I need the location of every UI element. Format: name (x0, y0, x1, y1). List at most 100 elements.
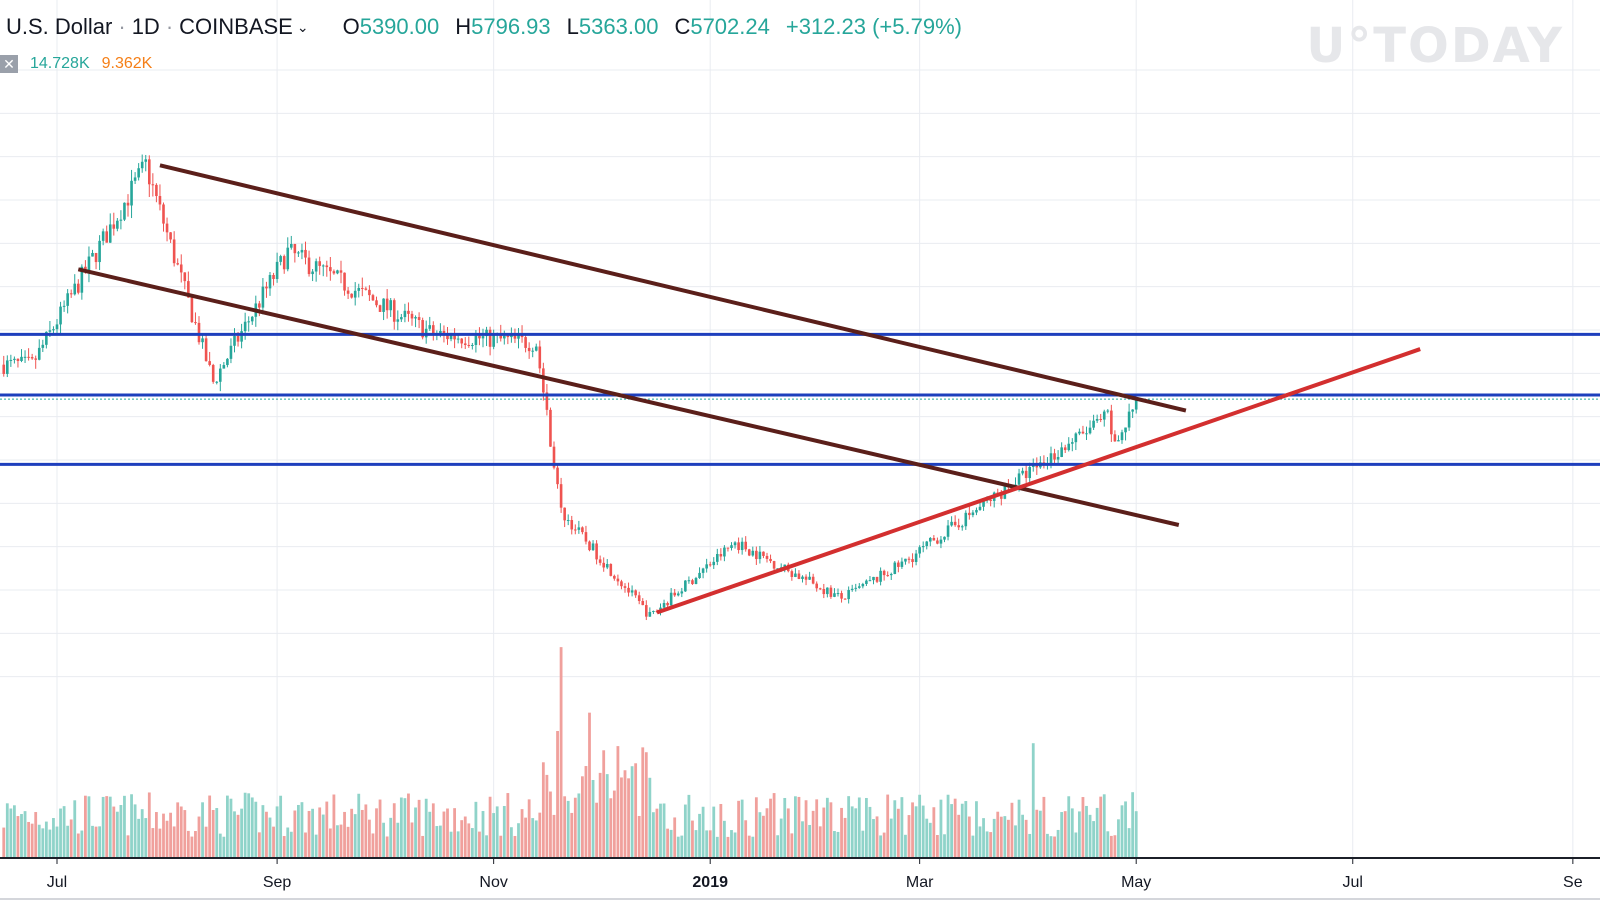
candle-body (737, 542, 740, 551)
candle-body (1117, 440, 1120, 442)
x-tick-label: Sep (263, 874, 292, 891)
volume-bar (59, 808, 62, 858)
volume-bar (953, 798, 957, 858)
trend-line-lower-channel (77, 267, 1180, 527)
candle-body (2, 364, 6, 374)
volume-bar (5, 803, 9, 858)
chevron-down-icon[interactable]: ⌄ (296, 18, 309, 35)
candle-body (872, 576, 875, 581)
candle-body (130, 180, 133, 206)
volume-bar (744, 820, 748, 858)
close-icon[interactable]: ✕ (0, 55, 18, 73)
candle-body (939, 539, 943, 544)
volume-bar (133, 804, 137, 858)
volume-bar (293, 810, 297, 858)
candle-body (1099, 418, 1102, 420)
volume-bar (339, 824, 343, 858)
volume-bar (570, 812, 574, 858)
candle-body (382, 298, 385, 312)
candle-body (1085, 433, 1088, 435)
volume-bar (428, 811, 432, 858)
volume-bar (254, 801, 258, 858)
candle-body (854, 587, 858, 589)
candle-body (133, 177, 137, 181)
candle-body (172, 239, 176, 264)
volume-bar (431, 803, 435, 858)
candle-body (243, 321, 247, 332)
candle-body (158, 196, 162, 205)
candle-body (946, 525, 950, 537)
volume-bar (950, 804, 953, 858)
candle-body (517, 334, 520, 339)
candle-body (123, 202, 126, 220)
volume-bar (229, 798, 233, 858)
candle-body (194, 322, 197, 324)
candle-body (1060, 447, 1063, 457)
candle-body (1110, 410, 1113, 435)
volume-bar (644, 752, 648, 858)
candle-body (20, 356, 23, 362)
volume-bar (854, 808, 858, 858)
candle-body (101, 231, 105, 241)
candle-body (652, 610, 655, 612)
volume-bar (989, 832, 993, 858)
exchange-label[interactable]: COINBASE (179, 14, 293, 39)
volume-bar (996, 811, 1000, 858)
volume-bar (478, 831, 481, 858)
candle-body (247, 321, 250, 323)
volume-bar (513, 835, 517, 858)
volume-bar (272, 826, 275, 858)
volume-bar (740, 799, 744, 858)
volume-bar (712, 806, 716, 858)
candle-body (293, 243, 297, 254)
candle-body (66, 293, 69, 306)
volume-bar (602, 750, 606, 858)
candle-body (818, 588, 822, 590)
low-label: L (566, 14, 579, 39)
candle-body (801, 576, 804, 579)
candle-body (794, 573, 797, 577)
candle-body (822, 588, 826, 595)
candle-body (187, 281, 190, 298)
volume-bar (435, 826, 439, 858)
volume-bar (350, 808, 354, 858)
close-label: C (674, 14, 691, 39)
candle-body (694, 578, 698, 585)
candle-body (59, 306, 62, 325)
candle-body (98, 240, 101, 263)
volume-bar (833, 831, 836, 858)
volume-bar (289, 831, 293, 858)
volume-bar (456, 831, 460, 858)
candle-body (911, 559, 914, 563)
candle-body (577, 527, 581, 530)
volume-bar (737, 800, 740, 858)
volume-bar (588, 712, 591, 858)
candle-body (684, 580, 687, 592)
volume-bar (364, 804, 368, 858)
candle-body (705, 564, 708, 569)
candle-body (116, 220, 119, 229)
volume-bar (147, 792, 151, 858)
symbol-name[interactable]: U.S. Dollar (6, 14, 113, 39)
x-tick-label: Jul (1343, 874, 1363, 891)
volume-bar (822, 807, 826, 858)
candle-body (282, 256, 286, 270)
volume-bar (52, 818, 55, 858)
volume-bar (130, 794, 133, 858)
volume-bar (879, 835, 882, 858)
volume-bar (13, 805, 16, 858)
candle-body (385, 298, 389, 311)
volume-bar (1134, 811, 1138, 858)
candle-body (669, 592, 673, 606)
volume-bar (80, 830, 84, 858)
candle-body (527, 347, 531, 352)
candle-body (368, 289, 371, 296)
candle-body (162, 204, 165, 224)
candle-body (918, 547, 921, 554)
volume-bar (648, 777, 652, 858)
interval-label[interactable]: 1D (131, 14, 160, 39)
candle-body (591, 543, 595, 551)
volume-bar (1046, 833, 1049, 858)
